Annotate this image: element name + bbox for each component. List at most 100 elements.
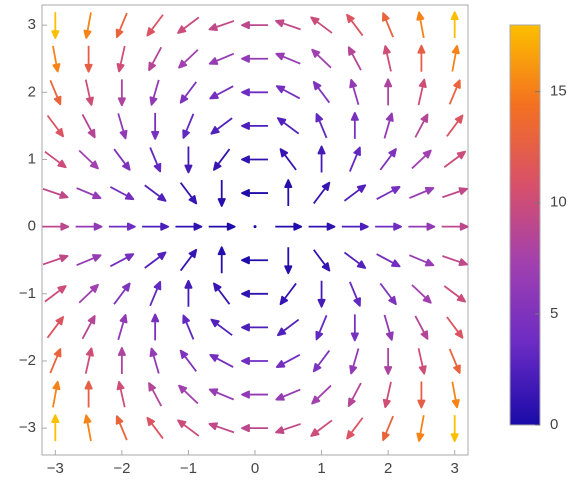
y-tick-label: 1 <box>28 150 36 167</box>
vector-arrow <box>379 282 397 306</box>
x-tick-label: −3 <box>47 460 64 477</box>
vector-arrow <box>108 222 136 231</box>
vector-arrow <box>117 314 128 341</box>
vector-arrow <box>347 382 362 407</box>
vector-arrow <box>317 280 326 308</box>
vector-arrow <box>209 85 234 100</box>
vector-arrow <box>376 253 401 268</box>
vector-arrow <box>178 384 199 405</box>
vector-arrow <box>84 380 93 408</box>
vector-arrow <box>177 16 200 34</box>
vector-arrow <box>113 148 131 171</box>
vector-arrow <box>279 282 297 306</box>
vector-arrow <box>213 148 231 171</box>
vector-arrow <box>217 246 226 274</box>
vector-arrow <box>382 381 392 409</box>
vector-arrow <box>446 316 464 339</box>
vector-arrow <box>284 247 293 275</box>
vector-arrow <box>148 46 163 72</box>
vector-arrow <box>275 354 301 368</box>
vector-arrow <box>109 186 135 201</box>
vector-arrow <box>241 323 268 332</box>
vector-arrow <box>241 121 268 130</box>
vector-arrow <box>450 11 459 39</box>
x-tick-label: 0 <box>251 460 259 477</box>
vector-arrow <box>109 253 135 268</box>
vector-arrow <box>350 314 359 342</box>
vector-arrow <box>208 222 236 231</box>
vector-arrow <box>208 52 235 65</box>
vector-arrow <box>317 145 326 173</box>
vector-arrow <box>144 184 167 202</box>
vector-arrow <box>241 88 268 97</box>
vector-arrow <box>76 254 102 267</box>
vector-arrow <box>217 180 226 207</box>
vector-arrow <box>417 44 426 72</box>
y-tick-label: −2 <box>19 352 36 369</box>
vector-arrow <box>117 79 126 107</box>
vector-arrow <box>417 78 427 106</box>
vector-arrow <box>313 181 331 204</box>
vector-arrow <box>49 79 62 106</box>
x-tick-label: −2 <box>113 460 130 477</box>
vector-arrow <box>142 222 170 231</box>
vector-arrow <box>451 45 460 72</box>
vector-arrow <box>451 381 460 409</box>
vector-arrow <box>209 353 234 368</box>
colorbar-tick-label: 15 <box>550 83 567 100</box>
vector-arrow <box>42 187 69 199</box>
vector-arrow <box>416 11 425 39</box>
vector-arrow <box>182 314 195 340</box>
vector-arrow <box>241 155 268 164</box>
vector-arrow <box>117 347 126 374</box>
x-tick-label: 1 <box>317 460 325 477</box>
vector-arrow <box>210 117 233 135</box>
vector-arrow <box>241 424 268 433</box>
vector-arrow <box>78 149 99 170</box>
x-tick-label: −1 <box>180 460 197 477</box>
vector-arrow <box>349 146 361 172</box>
vector-arrow <box>179 81 197 104</box>
x-tick-label: 2 <box>384 460 392 477</box>
vector-arrow <box>312 81 331 104</box>
vector-arrow <box>275 423 301 434</box>
vector-arrow <box>315 315 328 341</box>
vector-arrow <box>115 415 128 441</box>
vector-arrow <box>184 146 193 174</box>
vector-arrow <box>149 147 162 173</box>
vector-arrow <box>49 348 62 374</box>
vector-arrow <box>241 54 268 63</box>
vector-arrow <box>116 380 126 408</box>
vector-arrow <box>84 45 93 73</box>
vector-arrow <box>241 256 268 265</box>
vector-arrow <box>349 281 361 307</box>
vector-arrow <box>213 282 231 305</box>
vector-arrow <box>241 189 268 198</box>
vector-arrow <box>84 347 94 374</box>
vector-arrow <box>46 316 65 339</box>
vector-arrow <box>208 388 235 401</box>
colorbar <box>509 24 541 426</box>
vector-arrow <box>417 381 426 409</box>
colorbar-tick-label: 10 <box>550 194 567 211</box>
vector-arrow <box>115 12 128 39</box>
vector-arrow <box>75 222 103 231</box>
vector-arrow <box>149 79 160 106</box>
vector-arrow <box>346 13 364 37</box>
vector-arrow <box>146 416 164 440</box>
vector-arrow <box>349 78 360 106</box>
vector-arrow <box>81 114 96 139</box>
vector-arrow <box>446 114 464 137</box>
vector-arrow <box>276 117 300 135</box>
vector-arrow <box>384 347 393 375</box>
vector-arrow <box>175 222 203 231</box>
vector-arrow <box>83 12 92 39</box>
vector-arrow <box>416 415 425 442</box>
vector-arrow <box>208 20 235 31</box>
vector-arrow <box>44 150 67 169</box>
y-tick-label: 2 <box>28 83 36 100</box>
vector-arrow <box>241 21 268 30</box>
vector-arrow <box>443 285 466 303</box>
vector-arrow <box>275 85 301 100</box>
